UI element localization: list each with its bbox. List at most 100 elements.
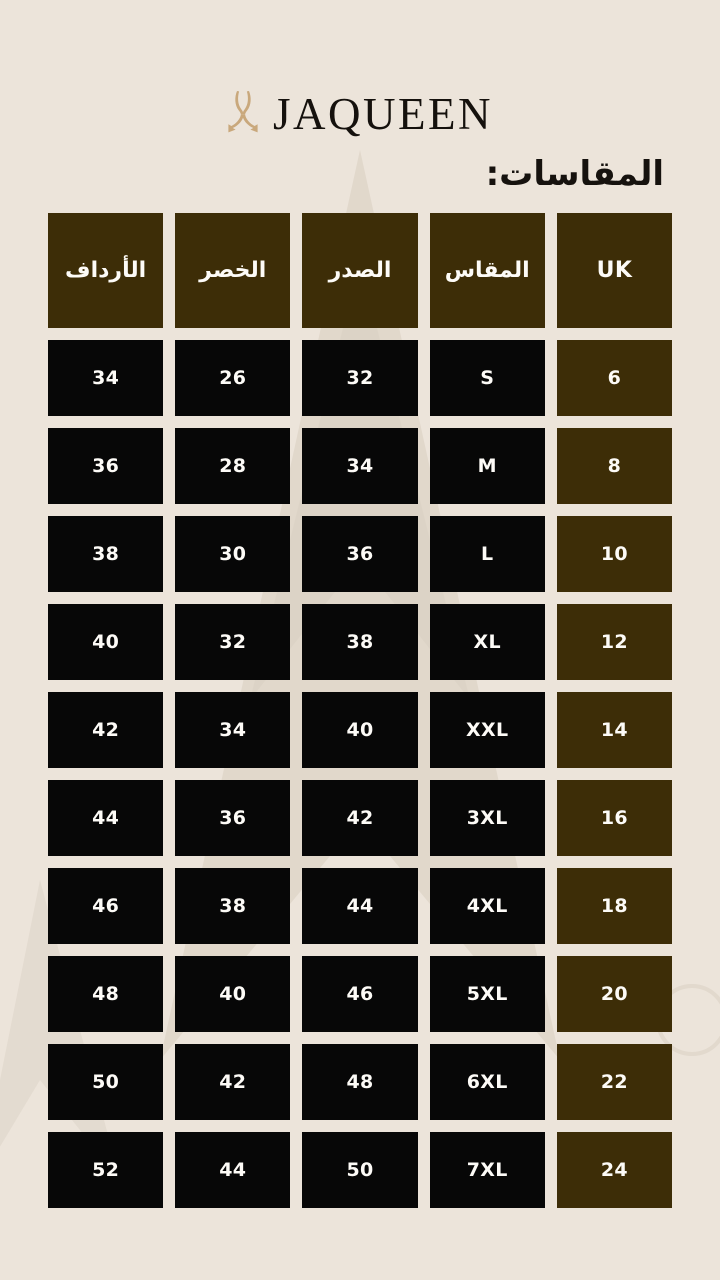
cell-chest: 36 xyxy=(302,516,418,592)
cell-value: 18 xyxy=(600,895,628,917)
cell-value: 42 xyxy=(346,807,374,829)
cell-chest: 38 xyxy=(302,604,418,680)
cell-value: 44 xyxy=(219,1159,247,1181)
cell-value: 6 xyxy=(607,367,622,389)
cell-value: 12 xyxy=(600,631,628,653)
cell-size: 7XL xyxy=(429,1132,545,1208)
cell-value: 48 xyxy=(92,983,120,1005)
cell-value: 32 xyxy=(219,631,247,653)
cell-waist: 32 xyxy=(175,604,291,680)
cell-waist: 30 xyxy=(175,516,291,592)
column-header-hips: الأرداف xyxy=(48,213,164,328)
cell-value: 40 xyxy=(219,983,247,1005)
cell-value: 20 xyxy=(600,983,628,1005)
cell-waist: 42 xyxy=(175,1044,291,1120)
cell-uk: 12 xyxy=(556,604,673,680)
cell-chest: 46 xyxy=(302,956,418,1032)
column-header-label: المقاس xyxy=(444,258,530,283)
cell-size: XXL xyxy=(429,692,545,768)
cell-value: XL xyxy=(473,631,501,653)
cell-waist: 26 xyxy=(175,340,291,416)
table-row: 34 26 32 S 6 xyxy=(48,340,673,416)
cell-uk: 16 xyxy=(556,780,673,856)
cell-hips: 44 xyxy=(48,780,164,856)
brand-name: JAQUEEN xyxy=(273,88,493,139)
cell-value: M xyxy=(477,455,497,477)
cell-value: 38 xyxy=(92,543,120,565)
table-header-row: الأرداف الخصر الصدر المقاس UK xyxy=(48,213,673,328)
cell-value: 24 xyxy=(600,1159,628,1181)
cell-size: XL xyxy=(429,604,545,680)
cell-value: 46 xyxy=(92,895,120,917)
cell-hips: 46 xyxy=(48,868,164,944)
cell-hips: 34 xyxy=(48,340,164,416)
cell-value: 44 xyxy=(346,895,374,917)
cell-size: 6XL xyxy=(429,1044,545,1120)
cell-uk: 6 xyxy=(556,340,673,416)
cell-value: 44 xyxy=(92,807,120,829)
cell-hips: 50 xyxy=(48,1044,164,1120)
cell-value: 48 xyxy=(346,1071,374,1093)
cell-value: 14 xyxy=(600,719,628,741)
cell-value: 7XL xyxy=(466,1159,508,1181)
cell-size: 3XL xyxy=(429,780,545,856)
cell-uk: 22 xyxy=(556,1044,673,1120)
cell-value: 22 xyxy=(600,1071,628,1093)
cell-value: 50 xyxy=(346,1159,374,1181)
cell-value: S xyxy=(480,367,495,389)
cell-size: L xyxy=(429,516,545,592)
cell-chest: 32 xyxy=(302,340,418,416)
cell-hips: 52 xyxy=(48,1132,164,1208)
cell-waist: 28 xyxy=(175,428,291,504)
cell-waist: 36 xyxy=(175,780,291,856)
cell-value: 36 xyxy=(219,807,247,829)
cell-chest: 42 xyxy=(302,780,418,856)
cell-value: 36 xyxy=(92,455,120,477)
column-header-label: UK xyxy=(596,258,633,283)
table-row: 36 28 34 M 8 xyxy=(48,428,673,504)
cell-size: M xyxy=(429,428,545,504)
cell-chest: 48 xyxy=(302,1044,418,1120)
cell-hips: 48 xyxy=(48,956,164,1032)
column-header-size: المقاس xyxy=(429,213,545,328)
cell-uk: 20 xyxy=(556,956,673,1032)
cell-value: 42 xyxy=(219,1071,247,1093)
cell-value: 28 xyxy=(219,455,247,477)
cell-value: 3XL xyxy=(466,807,508,829)
cell-uk: 10 xyxy=(556,516,673,592)
cell-value: 38 xyxy=(346,631,374,653)
cell-value: 40 xyxy=(346,719,374,741)
cell-value: 40 xyxy=(92,631,120,653)
table-row: 50 42 48 6XL 22 xyxy=(48,1044,673,1120)
cell-value: 6XL xyxy=(466,1071,508,1093)
page-title: المقاسات: xyxy=(485,154,664,194)
column-header-waist: الخصر xyxy=(175,213,291,328)
column-header-chest: الصدر xyxy=(302,213,418,328)
column-header-uk: UK xyxy=(556,213,673,328)
cell-value: 32 xyxy=(346,367,374,389)
table-row: 40 32 38 XL 12 xyxy=(48,604,673,680)
table-row: 48 40 46 5XL 20 xyxy=(48,956,673,1032)
cell-size: 4XL xyxy=(429,868,545,944)
cell-value: 52 xyxy=(92,1159,120,1181)
cell-waist: 40 xyxy=(175,956,291,1032)
cell-hips: 40 xyxy=(48,604,164,680)
table-row: 44 36 42 3XL 16 xyxy=(48,780,673,856)
cell-hips: 42 xyxy=(48,692,164,768)
cell-value: 34 xyxy=(346,455,374,477)
cell-chest: 44 xyxy=(302,868,418,944)
cell-uk: 14 xyxy=(556,692,673,768)
cell-uk: 24 xyxy=(556,1132,673,1208)
cell-value: 36 xyxy=(346,543,374,565)
size-table: الأرداف الخصر الصدر المقاس UK 34 26 32 S 6 36 28 34… xyxy=(48,213,673,1220)
cell-waist: 34 xyxy=(175,692,291,768)
cell-value: 42 xyxy=(92,719,120,741)
cell-waist: 44 xyxy=(175,1132,291,1208)
cell-size: 5XL xyxy=(429,956,545,1032)
cell-uk: 8 xyxy=(556,428,673,504)
cell-hips: 36 xyxy=(48,428,164,504)
column-header-label: الصدر xyxy=(328,258,392,283)
table-row: 38 30 36 L 10 xyxy=(48,516,673,592)
cell-value: 4XL xyxy=(466,895,508,917)
